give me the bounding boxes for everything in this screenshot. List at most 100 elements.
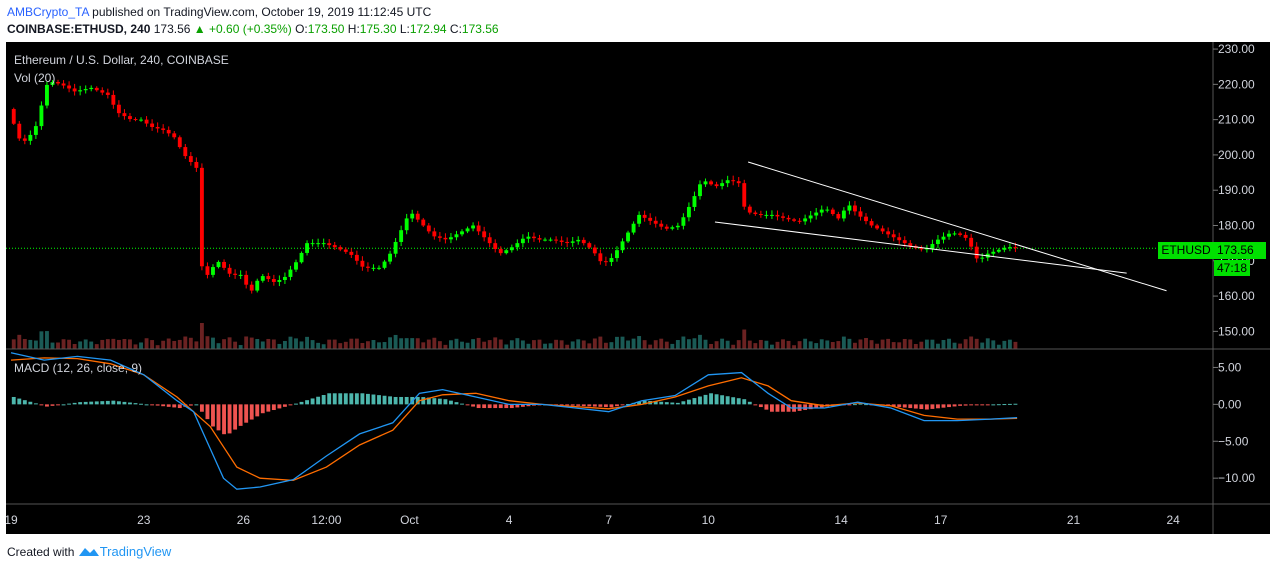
macd-histogram-bar [908,404,913,409]
price-tick-label: 210.00 [1218,113,1255,127]
chart-svg[interactable]: Ethereum / U.S. Dollar, 240, COINBASE Vo… [4,42,1270,534]
volume-bar [714,341,719,349]
volume-bar [454,338,459,349]
macd-legend[interactable]: MACD (12, 26, close, 9) [14,361,142,375]
macd-histogram-bar [814,404,819,409]
candle-body [609,258,614,262]
volume-bar [305,336,309,349]
volume-bar [709,343,713,349]
macd-histogram-bar [786,404,791,412]
volume-bar [941,339,946,349]
macd-histogram-bar [227,404,232,434]
macd-histogram-bar [78,402,83,405]
volume-bar [39,331,44,349]
volume-bar [958,343,963,349]
volume-bar [808,341,813,349]
candle-body [443,237,448,240]
macd-histogram-bar [294,403,298,405]
candle-body [753,212,758,215]
candle-body [11,109,16,124]
macd-histogram-bar [847,404,852,406]
candle-body [1002,247,1007,250]
main-legend[interactable]: Ethereum / U.S. Dollar, 240, COINBASE [14,53,229,67]
volume-bar [28,339,33,349]
volume-bar [377,342,381,349]
macd-histogram-bar [720,395,725,405]
volume-bar [930,339,935,349]
candle-body [825,209,830,211]
candle-body [294,262,298,270]
macd-histogram-bar [360,393,365,405]
candle-body [437,236,442,238]
time-tick-label: 12:00 [311,513,341,527]
volume-bar [792,345,797,349]
volume-bar [67,339,72,349]
volume-bar [703,339,708,349]
volume-bar [11,339,16,349]
candle-body [133,119,138,121]
candle-body [969,237,974,247]
author-link[interactable]: AMBCrypto_TA [7,5,89,19]
chart-area[interactable]: Ethereum / U.S. Dollar, 240, COINBASE Vo… [4,42,1270,534]
candle-body [388,253,393,262]
candle-body [908,243,913,247]
candle-body [288,269,293,277]
volume-bar [94,344,99,349]
candle-body [537,238,542,240]
candle-body [769,214,774,216]
candle-body [598,253,603,262]
volume-bar [736,340,741,349]
volume-bar [100,339,105,349]
macd-histogram-bar [327,393,332,405]
candle-body [581,239,586,244]
price-tick-label: 200.00 [1218,148,1255,162]
macd-histogram-bar [205,404,210,420]
volume-bar [393,334,398,349]
macd-histogram-bar [709,393,713,405]
volume-bar [50,342,55,349]
candle-body [819,209,824,213]
macd-histogram-bar [349,393,354,405]
macd-histogram-bar [343,393,348,405]
volume-bar [233,341,238,349]
volume-legend[interactable]: Vol (20) [14,71,55,85]
macd-histogram-bar [144,404,149,406]
volume-bar [122,339,127,349]
macd-histogram-bar [17,398,22,405]
volume-bar [316,342,321,349]
candle-body [670,227,675,229]
candle-body [426,225,431,232]
candle-body [664,226,669,229]
volume-bar [310,340,315,349]
candle-body [260,276,265,281]
candle-body [996,249,1001,252]
volume-bar [642,340,647,349]
volume-bar [902,338,907,349]
candle-body [592,247,597,254]
price-tick-label: 220.00 [1218,77,1255,91]
macd-histogram-bar [603,404,608,408]
time-tick-label: 24 [1166,513,1180,527]
volume-bar [936,343,940,349]
time-tick-label: 19 [6,513,18,527]
candle-body [736,181,741,184]
macd-histogram-bar [161,404,166,407]
candle-body [78,90,83,92]
macd-histogram-bar [105,400,110,405]
volume-bar [869,340,874,349]
macd-histogram-bar [498,404,503,409]
volume-bar [133,344,138,349]
volume-bar [465,342,470,349]
candle-body [277,279,282,282]
macd-histogram-bar [460,403,464,405]
volume-bar [609,342,614,349]
candle-body [980,257,985,259]
footer-brand[interactable]: TradingView [99,544,172,559]
candle-body [615,250,619,259]
macd-histogram-bar [686,399,691,405]
macd-histogram-bar [620,404,625,406]
macd-histogram-bar [172,404,177,408]
candle-body [725,180,730,184]
candle-body [128,116,132,120]
volume-bar [886,338,891,349]
